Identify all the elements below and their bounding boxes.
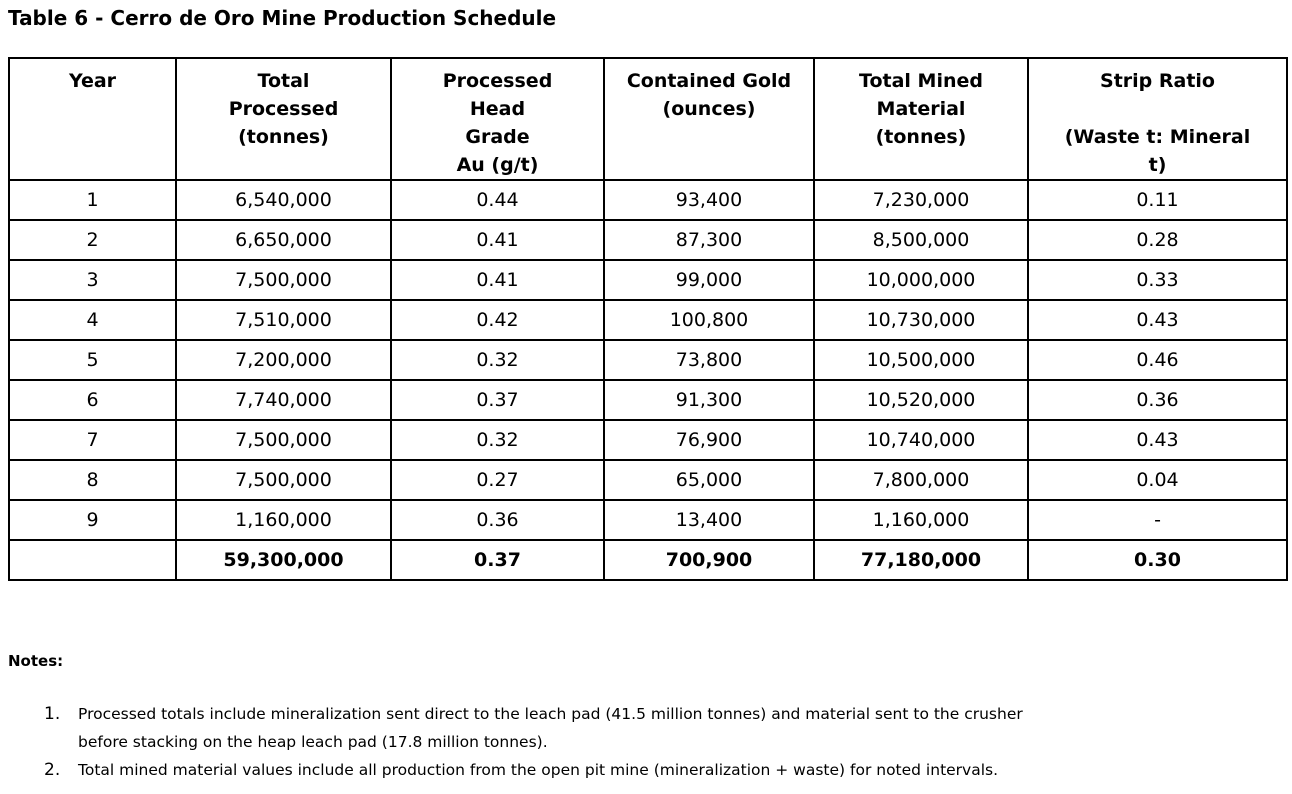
table-cell: 2 xyxy=(8,219,177,261)
column-header-processed-head-grade: Processed Head Grade Au (g/t) xyxy=(390,57,605,181)
table-cell xyxy=(8,539,177,581)
note-number: 1. xyxy=(44,704,61,724)
table-cell: 87,300 xyxy=(603,219,815,261)
table-cell: 700,900 xyxy=(603,539,815,581)
table-cell: 5 xyxy=(8,339,177,381)
table-cell: 0.32 xyxy=(390,339,605,381)
table-cell: 7 xyxy=(8,419,177,461)
notes-list: 1. Processed totals include mineralizati… xyxy=(44,700,1274,784)
table-cell: 10,500,000 xyxy=(813,339,1029,381)
table-cell: 0.41 xyxy=(390,219,605,261)
header-row: Year Total Processed (tonnes) Processed … xyxy=(8,57,1288,181)
table-cell: 0.37 xyxy=(390,539,605,581)
table-cell: 65,000 xyxy=(603,459,815,501)
table-cell: 3 xyxy=(8,259,177,301)
table-row-year-1: 1 6,540,000 0.44 93,400 7,230,000 0.11 xyxy=(8,179,1288,221)
table-cell: 7,510,000 xyxy=(175,299,392,341)
column-header-year: Year xyxy=(8,57,177,181)
note-text: Processed totals include mineralization … xyxy=(78,705,1023,751)
notes-heading: Notes: xyxy=(8,652,64,670)
table-cell: 0.42 xyxy=(390,299,605,341)
table-cell: - xyxy=(1027,499,1288,541)
table-cell: 0.36 xyxy=(390,499,605,541)
table-cell: 1,160,000 xyxy=(813,499,1029,541)
table-cell: 59,300,000 xyxy=(175,539,392,581)
table-cell: 7,740,000 xyxy=(175,379,392,421)
table-cell: 6,540,000 xyxy=(175,179,392,221)
table-cell: 8 xyxy=(8,459,177,501)
table-cell: 91,300 xyxy=(603,379,815,421)
table-cell: 1,160,000 xyxy=(175,499,392,541)
note-text: Total mined material values include all … xyxy=(78,761,999,779)
note-item-1: 1. Processed totals include mineralizati… xyxy=(44,700,1274,756)
table-cell: 7,230,000 xyxy=(813,179,1029,221)
table-row-year-2: 2 6,650,000 0.41 87,300 8,500,000 0.28 xyxy=(8,219,1288,261)
table-cell: 13,400 xyxy=(603,499,815,541)
table-cell: 7,800,000 xyxy=(813,459,1029,501)
table-cell: 0.28 xyxy=(1027,219,1288,261)
table-cell: 6,650,000 xyxy=(175,219,392,261)
table-cell: 0.32 xyxy=(390,419,605,461)
table-cell: 0.33 xyxy=(1027,259,1288,301)
column-header-contained-gold: Contained Gold (ounces) xyxy=(603,57,815,181)
column-header-total-mined-material: Total Mined Material (tonnes) xyxy=(813,57,1029,181)
table-cell: 0.44 xyxy=(390,179,605,221)
table-cell: 9 xyxy=(8,499,177,541)
table-cell: 73,800 xyxy=(603,339,815,381)
table-cell: 76,900 xyxy=(603,419,815,461)
table-row-year-8: 8 7,500,000 0.27 65,000 7,800,000 0.04 xyxy=(8,459,1288,501)
table-cell: 0.11 xyxy=(1027,179,1288,221)
table-cell: 6 xyxy=(8,379,177,421)
table-cell: 93,400 xyxy=(603,179,815,221)
table-cell: 0.43 xyxy=(1027,299,1288,341)
table-cell: 1 xyxy=(8,179,177,221)
table-title: Table 6 - Cerro de Oro Mine Production S… xyxy=(8,6,557,30)
table-cell: 99,000 xyxy=(603,259,815,301)
note-number: 2. xyxy=(44,760,61,780)
table-cell: 10,000,000 xyxy=(813,259,1029,301)
table-cell: 100,800 xyxy=(603,299,815,341)
table-cell: 0.37 xyxy=(390,379,605,421)
table-body: 1 6,540,000 0.44 93,400 7,230,000 0.11 2… xyxy=(8,179,1288,581)
table-row-year-3: 3 7,500,000 0.41 99,000 10,000,000 0.33 xyxy=(8,259,1288,301)
table-cell: 0.36 xyxy=(1027,379,1288,421)
column-header-strip-ratio: Strip Ratio (Waste t: Mineral t) xyxy=(1027,57,1288,181)
table-cell: 10,520,000 xyxy=(813,379,1029,421)
table-cell: 0.46 xyxy=(1027,339,1288,381)
column-header-total-processed: Total Processed (tonnes) xyxy=(175,57,392,181)
table-cell: 77,180,000 xyxy=(813,539,1029,581)
table-cell: 10,730,000 xyxy=(813,299,1029,341)
production-schedule-table: Year Total Processed (tonnes) Processed … xyxy=(8,57,1288,581)
table-row-year-5: 5 7,200,000 0.32 73,800 10,500,000 0.46 xyxy=(8,339,1288,381)
table-cell: 0.43 xyxy=(1027,419,1288,461)
table-row-totals: 59,300,000 0.37 700,900 77,180,000 0.30 xyxy=(8,539,1288,581)
table-row-year-6: 6 7,740,000 0.37 91,300 10,520,000 0.36 xyxy=(8,379,1288,421)
table-cell: 0.30 xyxy=(1027,539,1288,581)
table-cell: 7,500,000 xyxy=(175,419,392,461)
table-row-year-4: 4 7,510,000 0.42 100,800 10,730,000 0.43 xyxy=(8,299,1288,341)
table-row-year-7: 7 7,500,000 0.32 76,900 10,740,000 0.43 xyxy=(8,419,1288,461)
table-cell: 0.41 xyxy=(390,259,605,301)
table-cell: 7,200,000 xyxy=(175,339,392,381)
table-cell: 0.04 xyxy=(1027,459,1288,501)
table-cell: 8,500,000 xyxy=(813,219,1029,261)
table-cell: 4 xyxy=(8,299,177,341)
table-cell: 7,500,000 xyxy=(175,459,392,501)
table-cell: 7,500,000 xyxy=(175,259,392,301)
table-row-year-9: 9 1,160,000 0.36 13,400 1,160,000 - xyxy=(8,499,1288,541)
table-header: Year Total Processed (tonnes) Processed … xyxy=(8,57,1288,181)
table-cell: 10,740,000 xyxy=(813,419,1029,461)
note-item-2: 2. Total mined material values include a… xyxy=(44,756,1274,784)
table-cell: 0.27 xyxy=(390,459,605,501)
